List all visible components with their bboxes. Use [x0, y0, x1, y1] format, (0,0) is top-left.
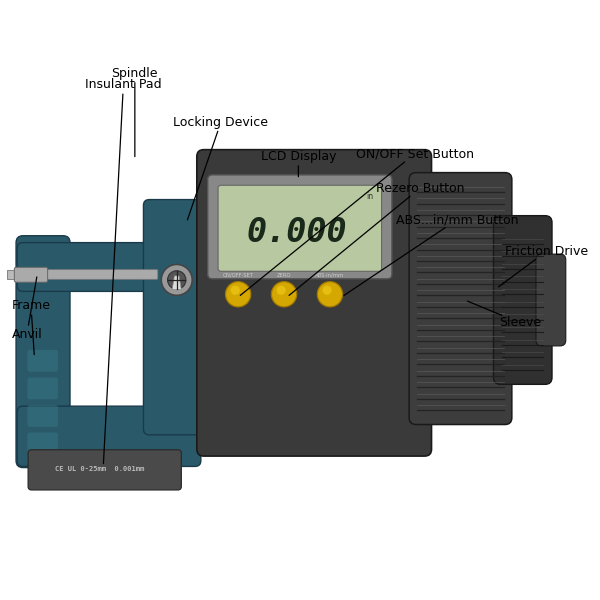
Circle shape [161, 265, 192, 295]
Text: ABS...in/mm Button: ABS...in/mm Button [344, 213, 518, 296]
Text: in: in [366, 192, 373, 201]
Bar [7, 270, 17, 280]
FancyBboxPatch shape [409, 173, 512, 425]
Text: ABS·in/mm: ABS·in/mm [316, 273, 344, 278]
FancyBboxPatch shape [16, 236, 70, 467]
Circle shape [277, 286, 286, 295]
Text: Spindle: Spindle [112, 67, 158, 157]
FancyBboxPatch shape [17, 406, 201, 466]
Text: Friction Drive: Friction Drive [499, 245, 588, 287]
FancyBboxPatch shape [208, 175, 392, 279]
Text: Anvil: Anvil [11, 277, 42, 341]
FancyBboxPatch shape [218, 185, 382, 271]
FancyBboxPatch shape [28, 450, 181, 490]
FancyBboxPatch shape [197, 149, 431, 456]
Circle shape [322, 286, 332, 295]
Text: LCD Display: LCD Display [260, 150, 336, 177]
Text: ON/OFF·SET: ON/OFF·SET [223, 273, 254, 278]
Text: ON/OFF Set Button: ON/OFF Set Button [240, 147, 474, 295]
FancyBboxPatch shape [17, 242, 164, 292]
FancyBboxPatch shape [536, 254, 566, 346]
Text: Insulant Pad: Insulant Pad [85, 79, 161, 464]
FancyBboxPatch shape [44, 269, 158, 280]
Polygon shape [172, 276, 181, 290]
Text: 0.000: 0.000 [247, 216, 347, 249]
FancyBboxPatch shape [493, 215, 552, 385]
FancyBboxPatch shape [28, 405, 58, 427]
Text: Rezero Button: Rezero Button [289, 182, 464, 295]
Text: Sleeve: Sleeve [467, 301, 541, 329]
Circle shape [167, 271, 186, 289]
Circle shape [230, 286, 240, 295]
FancyBboxPatch shape [28, 433, 58, 454]
Circle shape [226, 281, 251, 307]
FancyBboxPatch shape [28, 350, 58, 372]
Text: CE UL 0-25mm  0.001mm: CE UL 0-25mm 0.001mm [55, 466, 144, 472]
Circle shape [271, 281, 296, 307]
FancyBboxPatch shape [14, 267, 47, 282]
Text: ZERO: ZERO [277, 273, 291, 278]
Circle shape [317, 281, 343, 307]
FancyBboxPatch shape [143, 200, 218, 435]
Text: Locking Device: Locking Device [173, 116, 268, 220]
Text: Frame: Frame [11, 299, 50, 355]
FancyBboxPatch shape [28, 377, 58, 399]
